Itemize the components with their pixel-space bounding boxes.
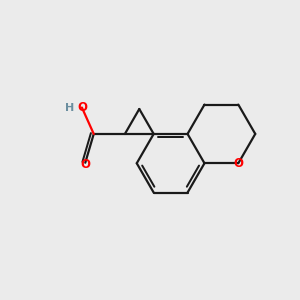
Text: O: O: [77, 101, 87, 114]
Text: O: O: [233, 157, 243, 170]
Text: H: H: [65, 103, 74, 112]
Text: O: O: [80, 158, 90, 171]
